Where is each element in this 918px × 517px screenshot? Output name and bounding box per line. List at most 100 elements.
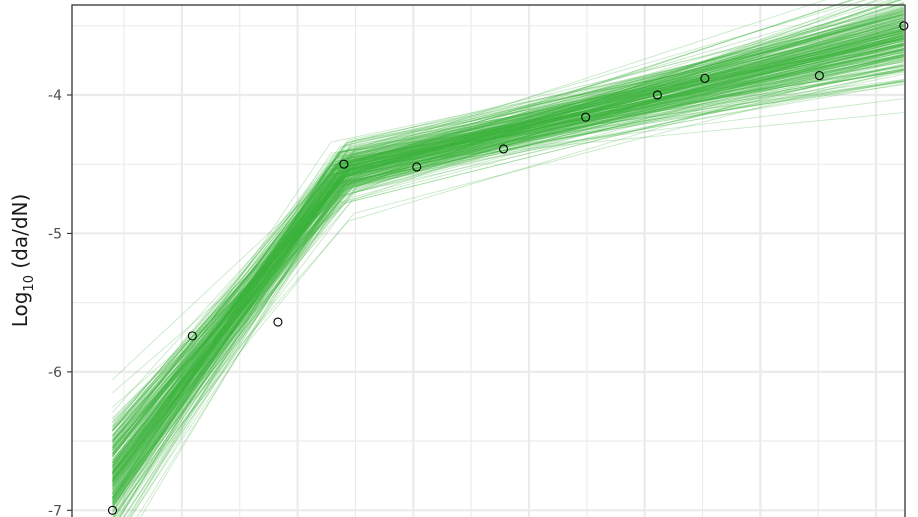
posterior-line [112, 40, 904, 436]
posterior-line [112, 2, 904, 443]
posterior-line [112, 9, 904, 450]
posterior-line [112, 38, 904, 482]
posterior-line [112, 48, 904, 502]
posterior-line [112, 40, 904, 463]
observed-point [814, 71, 824, 81]
posterior-line [112, 43, 904, 501]
posterior-line [112, 48, 904, 442]
posterior-line [119, 0, 903, 517]
posterior-line [112, 24, 904, 473]
posterior-line [112, 44, 904, 474]
posterior-line [118, 43, 904, 517]
posterior-line [128, 32, 904, 517]
observed-point [412, 162, 422, 172]
posterior-line [112, 37, 904, 394]
posterior-line [112, 57, 904, 497]
posterior-line [112, 48, 904, 476]
posterior-line [112, 19, 904, 452]
posterior-line [112, 56, 904, 457]
posterior-line [112, 11, 904, 474]
posterior-line [112, 50, 904, 477]
y-tick-label: -6 [48, 365, 62, 381]
observed-point [652, 90, 662, 100]
posterior-line [112, 45, 904, 456]
posterior-line [112, 2, 904, 513]
posterior-line [112, 26, 904, 456]
posterior-line [112, 28, 904, 483]
posterior-line [112, 35, 904, 482]
posterior-line [112, 6, 904, 495]
posterior-line [112, 33, 904, 469]
posterior-line [112, 26, 904, 512]
posterior-line [112, 23, 904, 468]
posterior-line [112, 12, 904, 442]
posterior-line [112, 35, 904, 498]
posterior-line [112, 47, 904, 485]
posterior-line [112, 8, 904, 441]
posterior-line [112, 0, 866, 494]
posterior-line [112, 47, 904, 499]
y-axis-title-subscript: 10 [22, 275, 37, 292]
posterior-line [112, 32, 904, 436]
posterior-line [112, 51, 904, 507]
posterior-line [112, 19, 904, 481]
posterior-line [112, 34, 904, 454]
posterior-line [112, 0, 868, 508]
posterior-line [126, 47, 904, 517]
posterior-line [112, 15, 904, 472]
posterior-line [112, 69, 904, 504]
posterior-line [112, 30, 904, 496]
posterior-line [112, 49, 904, 486]
posterior-line [112, 22, 904, 482]
posterior-line [112, 25, 904, 455]
posterior-line [112, 51, 904, 451]
posterior-line [112, 55, 904, 508]
posterior-line [112, 37, 904, 466]
posterior-line [112, 42, 904, 505]
posterior-line [112, 80, 904, 479]
posterior-line [112, 37, 904, 438]
posterior-line [112, 0, 899, 474]
posterior-line [112, 33, 904, 517]
posterior-line [112, 54, 904, 482]
posterior-line [112, 29, 904, 447]
posterior-line [112, 40, 904, 502]
posterior-line [112, 27, 904, 472]
posterior-line [112, 57, 904, 502]
posterior-line [112, 34, 904, 463]
posterior-line [112, 17, 904, 446]
posterior-line [112, 48, 904, 484]
posterior-line [112, 13, 904, 488]
observed-point [700, 73, 710, 83]
posterior-line [112, 29, 904, 465]
posterior-line [112, 45, 904, 499]
posterior-line [112, 0, 855, 473]
y-axis-title-base: Log [8, 292, 32, 328]
posterior-line [112, 40, 904, 501]
posterior-line [112, 28, 904, 437]
observed-point [107, 505, 118, 515]
posterior-line [112, 9, 904, 507]
posterior-line [112, 0, 901, 443]
posterior-line [112, 80, 904, 501]
posterior-line [112, 7, 904, 457]
posterior-line [112, 60, 904, 503]
posterior-line [112, 81, 904, 467]
posterior-line [112, 19, 904, 440]
posterior-line [112, 0, 879, 505]
posterior-line [112, 79, 904, 488]
posterior-line [112, 29, 904, 477]
posterior-line [112, 0, 903, 481]
posterior-line [112, 21, 904, 436]
posterior-line [112, 14, 904, 432]
posterior-line [112, 42, 904, 441]
panel-border [71, 4, 906, 517]
posterior-line [112, 10, 904, 492]
posterior-line [112, 79, 904, 464]
posterior-line [122, 37, 904, 517]
posterior-line [112, 15, 904, 455]
posterior-line [112, 14, 904, 446]
posterior-line [112, 44, 904, 486]
posterior-line [112, 25, 904, 498]
posterior-line [112, 12, 904, 468]
